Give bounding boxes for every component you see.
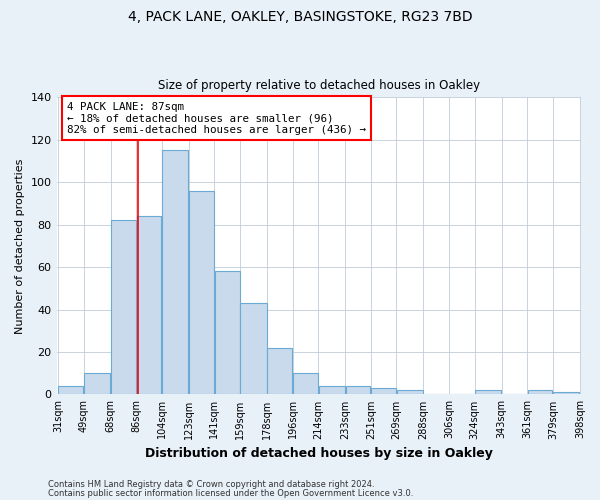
Bar [475,390,501,394]
Bar [527,390,553,394]
Bar [215,272,239,394]
Bar [397,390,423,394]
X-axis label: Distribution of detached houses by size in Oakley: Distribution of detached houses by size … [145,447,493,460]
Bar [346,386,370,394]
Bar [319,386,345,394]
Bar [268,348,292,395]
Bar [111,220,136,394]
Bar [371,388,396,394]
Title: Size of property relative to detached houses in Oakley: Size of property relative to detached ho… [158,79,480,92]
Bar [553,392,580,394]
Bar [241,303,266,394]
Bar [84,373,110,394]
Bar [58,386,83,394]
Text: Contains public sector information licensed under the Open Government Licence v3: Contains public sector information licen… [48,488,413,498]
Bar [293,373,318,394]
Y-axis label: Number of detached properties: Number of detached properties [15,158,25,334]
Text: 4, PACK LANE, OAKLEY, BASINGSTOKE, RG23 7BD: 4, PACK LANE, OAKLEY, BASINGSTOKE, RG23 … [128,10,472,24]
Bar [137,216,161,394]
Bar [162,150,188,394]
Text: 4 PACK LANE: 87sqm
← 18% of detached houses are smaller (96)
82% of semi-detache: 4 PACK LANE: 87sqm ← 18% of detached hou… [67,102,366,135]
Bar [189,190,214,394]
Text: Contains HM Land Registry data © Crown copyright and database right 2024.: Contains HM Land Registry data © Crown c… [48,480,374,489]
